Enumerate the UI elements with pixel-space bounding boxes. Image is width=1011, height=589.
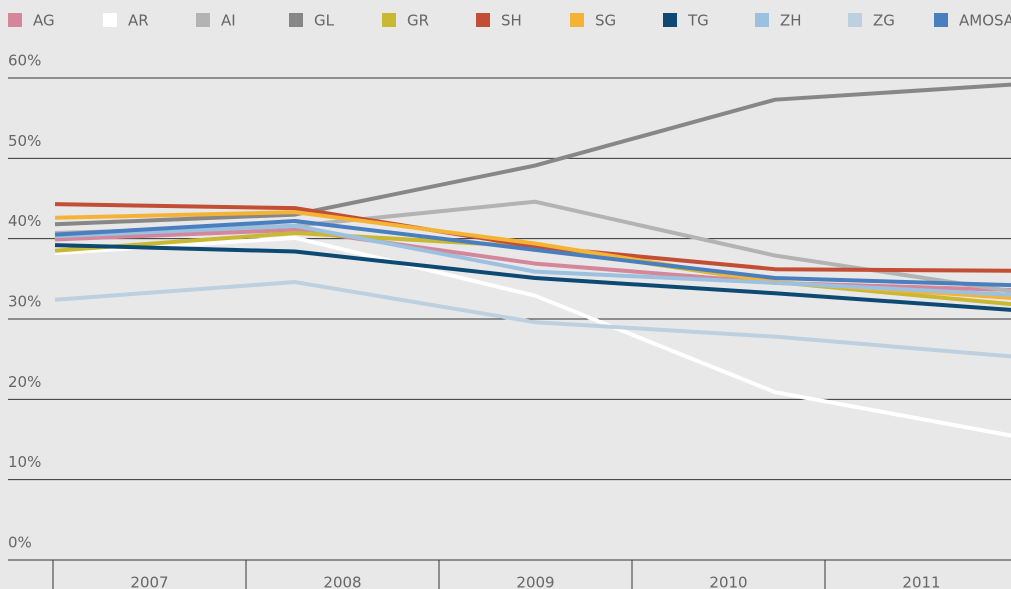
- y-tick-label: 30%: [8, 293, 41, 311]
- legend-label: AG: [33, 12, 55, 30]
- legend-swatch: [570, 13, 584, 27]
- y-tick-label: 10%: [8, 453, 41, 471]
- legend-swatch: [663, 13, 677, 27]
- legend-swatch: [755, 13, 769, 27]
- legend-swatch: [196, 13, 210, 27]
- legend-swatch: [103, 13, 117, 27]
- legend-label: AMOSA: [959, 12, 1011, 30]
- y-tick-label: 60%: [8, 52, 41, 70]
- x-tick-label: 2007: [130, 574, 168, 589]
- legend-label: SG: [595, 12, 616, 30]
- series-line: [54, 223, 1011, 297]
- series-line: [54, 235, 1011, 438]
- y-tick-label: 20%: [8, 373, 41, 391]
- x-tick-label: 2010: [709, 574, 747, 589]
- series-line: [54, 243, 1011, 312]
- y-tick-label: 0%: [8, 534, 32, 552]
- legend-label: SH: [501, 12, 522, 30]
- x-tick-label: 2009: [516, 574, 554, 589]
- legend-swatch: [934, 13, 948, 27]
- legend-label: AI: [221, 12, 236, 30]
- legend-swatch: [8, 13, 22, 27]
- legend-swatch: [382, 13, 396, 27]
- legend-label: GL: [314, 12, 335, 30]
- legend-swatch: [476, 13, 490, 27]
- y-tick-label: 50%: [8, 132, 41, 150]
- series-line: [54, 280, 1011, 359]
- legend-label: ZG: [873, 12, 895, 30]
- legend-label: AR: [128, 12, 149, 30]
- series-line: [54, 82, 1011, 227]
- series-line: [54, 218, 1011, 288]
- legend-swatch: [848, 13, 862, 27]
- x-tick-label: 2008: [323, 574, 361, 589]
- x-tick-label: 2011: [902, 574, 940, 589]
- legend-swatch: [289, 13, 303, 27]
- y-tick-label: 40%: [8, 212, 41, 230]
- legend-label: TG: [687, 12, 709, 30]
- legend-label: ZH: [780, 12, 802, 30]
- series-line: [54, 202, 1011, 273]
- legend-label: GR: [407, 12, 429, 30]
